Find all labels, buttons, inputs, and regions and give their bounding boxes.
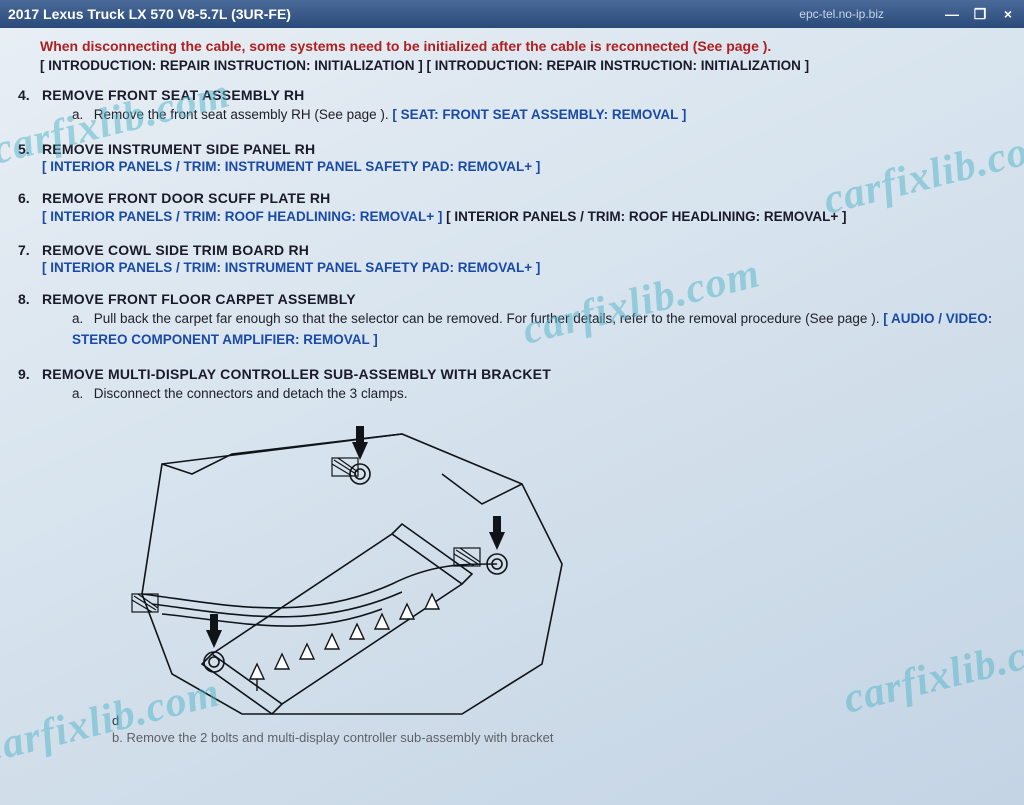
step-title: REMOVE FRONT FLOOR CARPET ASSEMBLY <box>42 291 1004 307</box>
reference-link[interactable]: [ INTERIOR PANELS / TRIM: INSTRUMENT PAN… <box>42 260 1004 275</box>
sub-text: Disconnect the connectors and detach the… <box>94 386 408 401</box>
window-url: epc-tel.no-ip.biz <box>799 7 884 21</box>
reference-line: [ INTERIOR PANELS / TRIM: ROOF HEADLININ… <box>42 208 1004 226</box>
step-title: REMOVE COWL SIDE TRIM BOARD RH <box>42 242 1004 258</box>
step-title: REMOVE FRONT SEAT ASSEMBLY RH <box>42 87 1004 103</box>
restore-button[interactable]: ❐ <box>972 6 988 23</box>
reference-link[interactable]: [ INTERIOR PANELS / TRIM: ROOF HEADLININ… <box>42 209 442 224</box>
reference-link[interactable]: [ INTERIOR PANELS / TRIM: INSTRUMENT PAN… <box>42 159 1004 174</box>
step-sub-a: a. Disconnect the connectors and detach … <box>42 384 1004 404</box>
diagram-svg <box>102 414 582 724</box>
sub-label: a. <box>72 309 90 329</box>
procedure-steps: REMOVE FRONT SEAT ASSEMBLY RH a. Remove … <box>40 87 1004 745</box>
intro-reference-links[interactable]: [ INTRODUCTION: REPAIR INSTRUCTION: INIT… <box>40 58 1004 73</box>
sub-text: Remove the front seat assembly RH (See p… <box>94 107 393 122</box>
window-title: 2017 Lexus Truck LX 570 V8-5.7L (3UR-FE) <box>8 6 799 22</box>
reference-plain: [ INTERIOR PANELS / TRIM: ROOF HEADLININ… <box>442 209 846 224</box>
close-button[interactable]: × <box>1000 6 1016 23</box>
step-sub-b-cutoff: b. Remove the 2 bolts and multi-display … <box>42 730 1004 745</box>
sub-label: a. <box>72 105 90 125</box>
step-9: REMOVE MULTI-DISPLAY CONTROLLER SUB-ASSE… <box>40 366 1004 745</box>
diagram-label: d <box>112 713 119 728</box>
window-titlebar: 2017 Lexus Truck LX 570 V8-5.7L (3UR-FE)… <box>0 0 1024 28</box>
sub-text: Pull back the carpet far enough so that … <box>94 311 883 326</box>
sub-label: a. <box>72 384 90 404</box>
step-8: REMOVE FRONT FLOOR CARPET ASSEMBLY a. Pu… <box>40 291 1004 350</box>
technical-diagram: d <box>102 414 582 724</box>
step-title: REMOVE INSTRUMENT SIDE PANEL RH <box>42 141 1004 157</box>
step-title: REMOVE FRONT DOOR SCUFF PLATE RH <box>42 190 1004 206</box>
document-page: When disconnecting the cable, some syste… <box>0 28 1024 805</box>
step-sub-a: a. Remove the front seat assembly RH (Se… <box>42 105 1004 125</box>
step-6: REMOVE FRONT DOOR SCUFF PLATE RH [ INTER… <box>40 190 1004 226</box>
step-sub-a: a. Pull back the carpet far enough so th… <box>42 309 1004 350</box>
reference-link[interactable]: [ SEAT: FRONT SEAT ASSEMBLY: REMOVAL ] <box>392 107 686 122</box>
step-4: REMOVE FRONT SEAT ASSEMBLY RH a. Remove … <box>40 87 1004 125</box>
step-title: REMOVE MULTI-DISPLAY CONTROLLER SUB-ASSE… <box>42 366 1004 382</box>
warning-text: When disconnecting the cable, some syste… <box>40 38 1004 54</box>
window-buttons: — ❐ × <box>944 6 1016 23</box>
step-5: REMOVE INSTRUMENT SIDE PANEL RH [ INTERI… <box>40 141 1004 174</box>
step-7: REMOVE COWL SIDE TRIM BOARD RH [ INTERIO… <box>40 242 1004 275</box>
minimize-button[interactable]: — <box>944 6 960 23</box>
